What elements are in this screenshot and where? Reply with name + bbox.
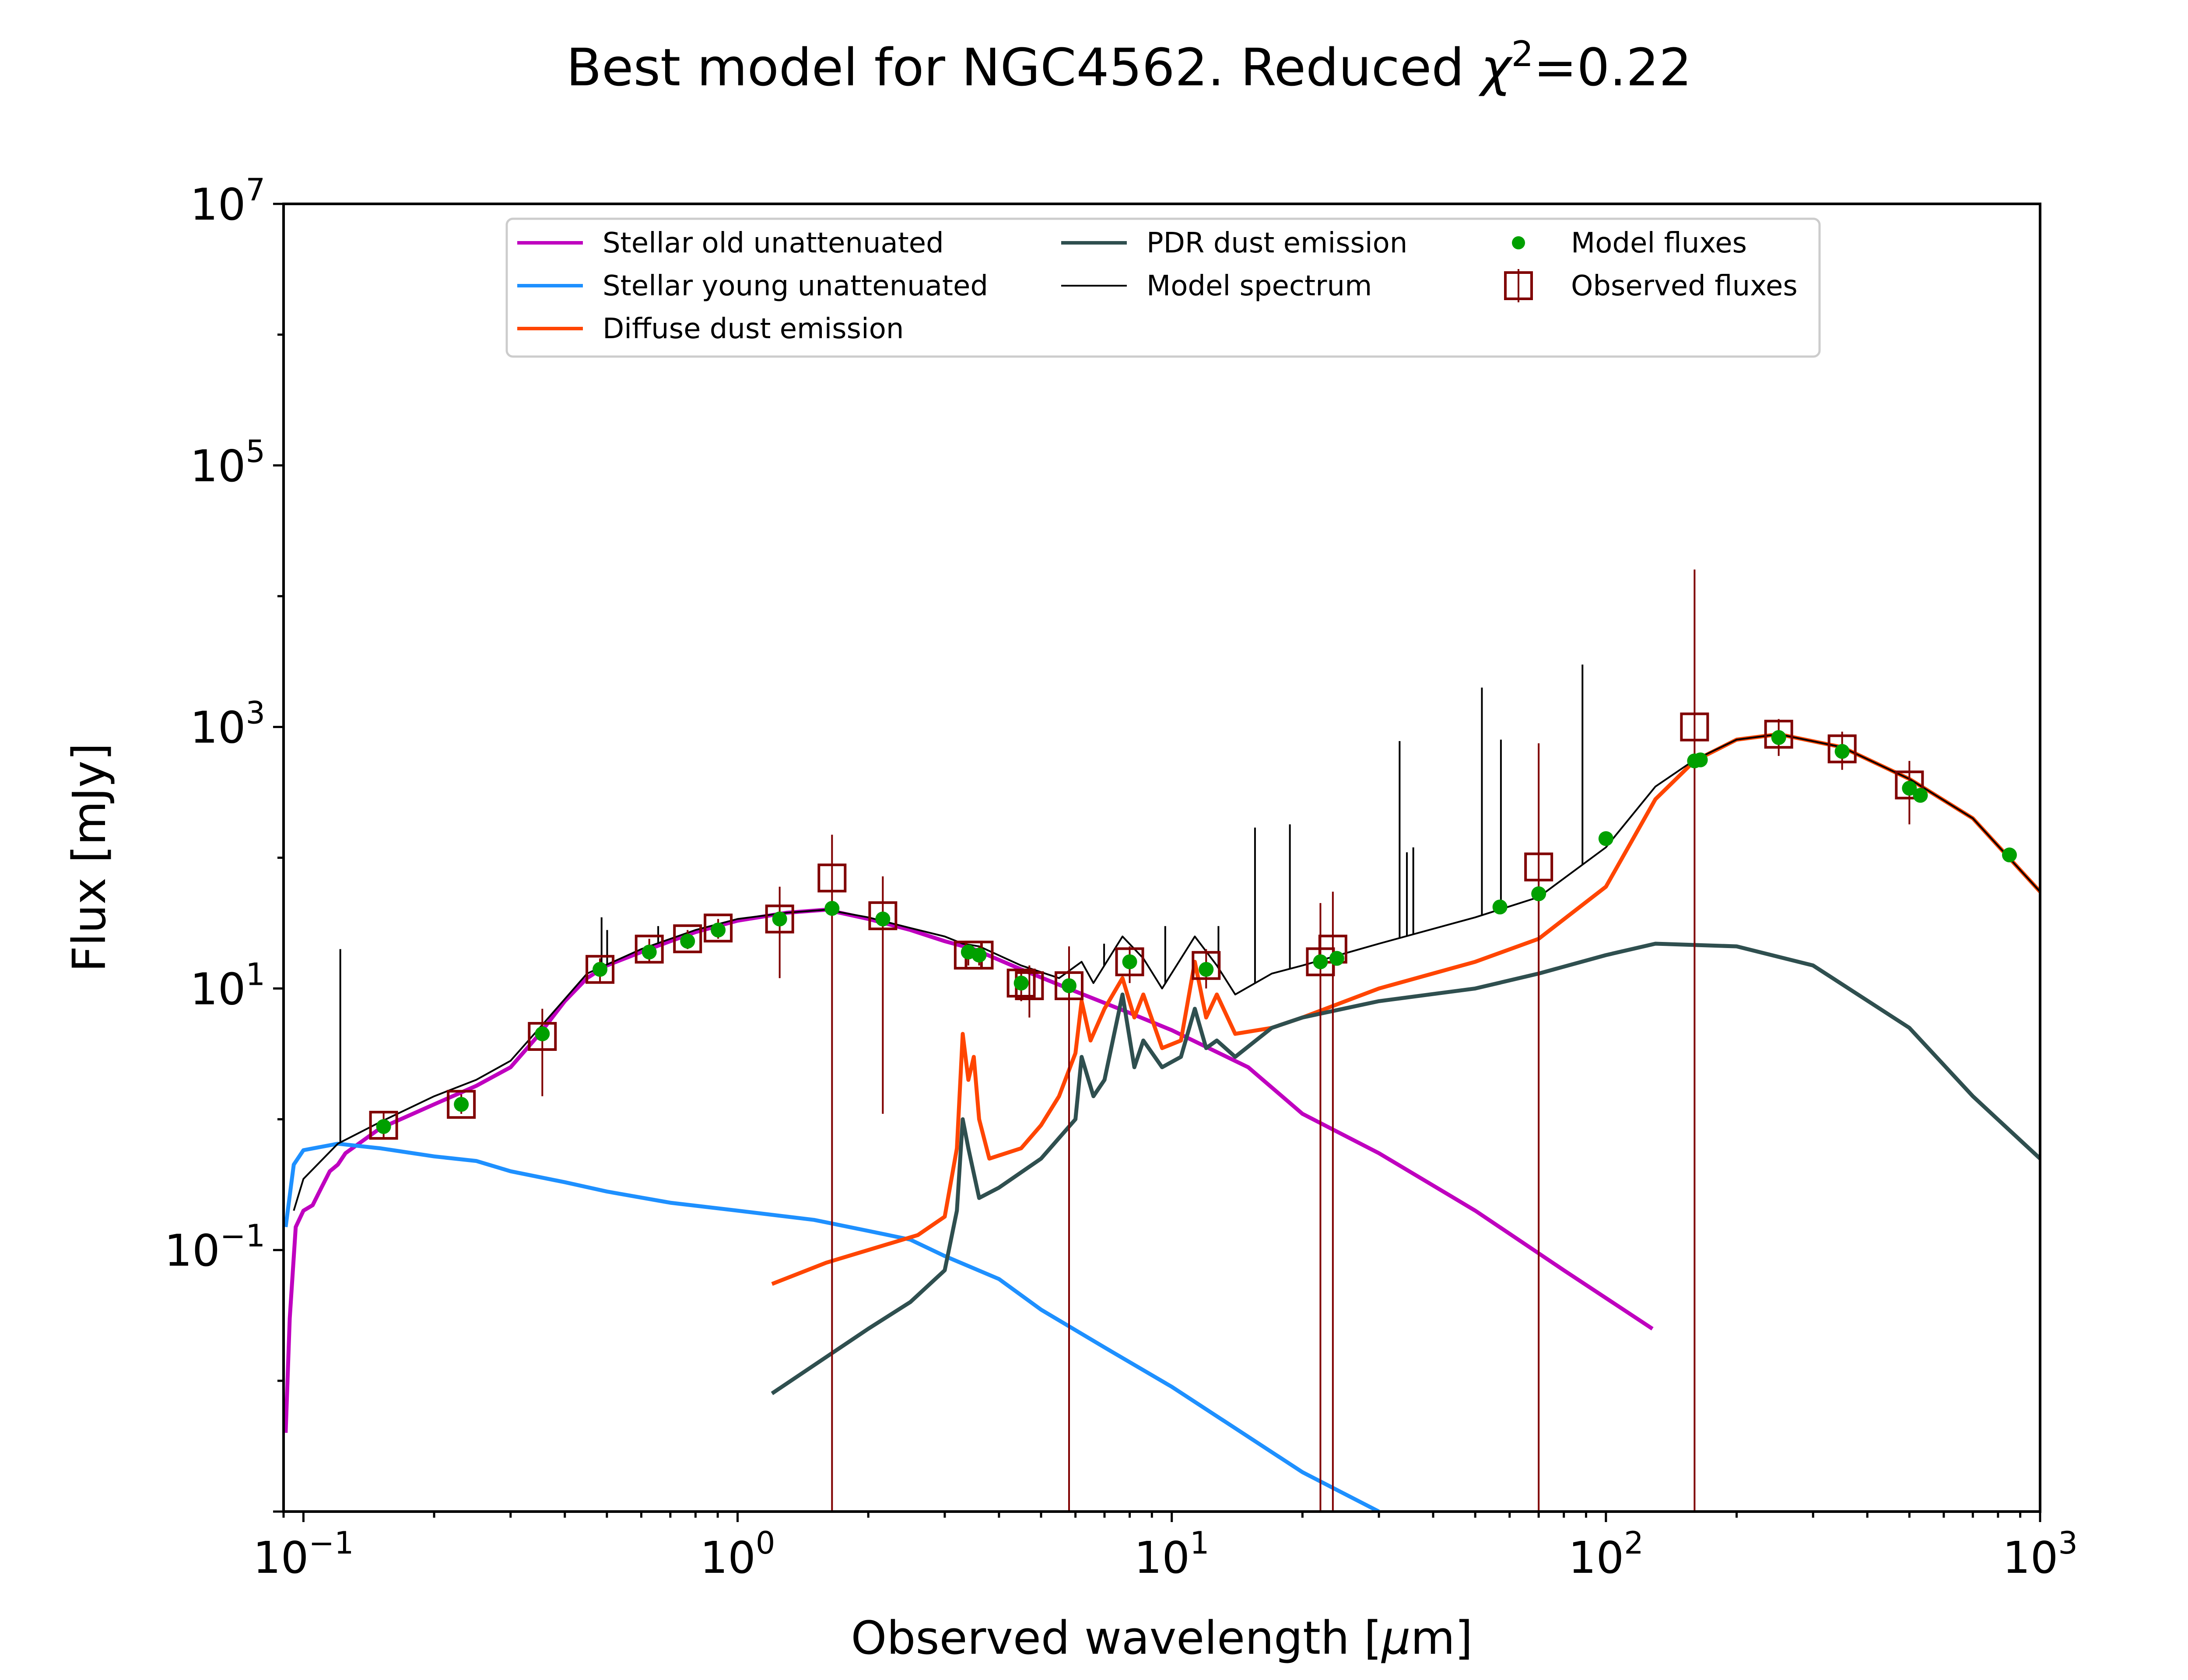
model-flux-marker bbox=[1598, 831, 1613, 846]
model-flux-marker bbox=[1492, 900, 1508, 915]
axis-ticks bbox=[273, 203, 2041, 1522]
model-flux-marker bbox=[971, 948, 987, 963]
model-flux-marker bbox=[2002, 847, 2017, 863]
observed-flux-marker bbox=[1006, 969, 1036, 998]
model-flux-marker bbox=[454, 1097, 469, 1112]
observed-flux-marker bbox=[817, 863, 847, 892]
observed-flux-marker bbox=[1764, 720, 1793, 749]
legend-swatch bbox=[1512, 236, 1525, 249]
legend-label: PDR dust emission bbox=[1147, 227, 1407, 259]
y-tick-label: 103 bbox=[190, 695, 265, 753]
observed-flux-marker bbox=[868, 901, 898, 931]
series-diffuse-dust-emission bbox=[771, 732, 2040, 1286]
model-flux-marker bbox=[772, 911, 787, 927]
model-flux-marker bbox=[1329, 951, 1344, 966]
observed-flux-marker bbox=[1895, 770, 1924, 800]
tick-labels: 10−1 100 101 102 103 10−1 101 103 105 107 bbox=[165, 172, 2078, 1583]
model-flux-marker bbox=[1061, 978, 1076, 994]
legend-label: Diffuse dust emission bbox=[603, 313, 904, 345]
x-axis-label: Observed wavelength [μm] bbox=[851, 1611, 1473, 1665]
legend-item-observed-fluxes: Observed fluxes bbox=[1504, 269, 1798, 302]
legend-label: Model spectrum bbox=[1147, 270, 1372, 302]
model-flux-marker bbox=[1771, 730, 1786, 745]
y-tick-label: 101 bbox=[190, 956, 265, 1015]
y-tick-label: 10−1 bbox=[165, 1218, 265, 1276]
observed-flux-marker bbox=[369, 1110, 398, 1140]
model-flux-marker bbox=[1013, 976, 1029, 991]
model-flux-marker bbox=[1902, 780, 1917, 796]
x-tick-label: 101 bbox=[1134, 1525, 1210, 1583]
legend-item-pdr-dust-emission: PDR dust emission bbox=[1061, 227, 1407, 259]
model-flux-marker bbox=[711, 922, 726, 938]
model-flux-marker bbox=[680, 934, 695, 949]
series-stellar-young-unattenuated bbox=[284, 1141, 1380, 1512]
legend: Stellar old unattenuated Stellar young un… bbox=[505, 217, 1821, 358]
legend-item-stellar-young-unattenuated: Stellar young unattenuated bbox=[517, 270, 988, 302]
observed-flux-marker bbox=[447, 1090, 476, 1119]
y-tick-label: 107 bbox=[190, 172, 265, 230]
observed-flux-marker bbox=[1827, 734, 1857, 763]
observed-flux-marker bbox=[1680, 712, 1709, 742]
legend-label: Stellar old unattenuated bbox=[603, 227, 944, 259]
model-flux-marker bbox=[824, 901, 840, 916]
y-tick-label: 105 bbox=[190, 434, 265, 492]
model-flux-marker bbox=[593, 962, 608, 977]
observed-flux-marker bbox=[673, 924, 702, 953]
legend-frame bbox=[505, 217, 1821, 358]
legend-label: Model fluxes bbox=[1571, 227, 1747, 259]
model-flux-marker bbox=[1122, 954, 1137, 970]
legend-item-stellar-old-unattenuated: Stellar old unattenuated bbox=[517, 227, 944, 259]
legend-item-model-spectrum: Model spectrum bbox=[1061, 270, 1372, 302]
observed-flux-marker bbox=[1054, 971, 1083, 1001]
model-flux-marker bbox=[1531, 886, 1546, 901]
model-flux-marker bbox=[376, 1119, 391, 1134]
observed-flux-marker bbox=[765, 904, 794, 934]
model-flux-marker bbox=[875, 911, 891, 927]
model-flux-marker bbox=[1913, 788, 1928, 803]
marker-layer bbox=[369, 712, 2017, 1140]
y-axis-label: Flux [mJy] bbox=[63, 743, 116, 972]
x-tick-label: 102 bbox=[1568, 1525, 1644, 1583]
x-tick-label: 103 bbox=[2002, 1525, 2078, 1583]
observed-flux-marker bbox=[1115, 947, 1144, 976]
observed-flux-marker bbox=[1524, 852, 1553, 882]
chart-title: Best model for NGC4562. Reduced χ2=0.22 bbox=[566, 34, 1692, 98]
observed-flux-marker bbox=[704, 914, 733, 943]
legend-item-diffuse-dust-emission: Diffuse dust emission bbox=[517, 313, 904, 345]
observed-flux-marker bbox=[528, 1022, 557, 1051]
observed-flux-marker bbox=[1192, 951, 1221, 980]
x-tick-label: 100 bbox=[700, 1525, 775, 1583]
errorbar-layer bbox=[382, 569, 1911, 1512]
model-flux-marker bbox=[1834, 744, 1850, 759]
series-pdr-dust-emission bbox=[771, 942, 2040, 1395]
observed-flux-marker bbox=[635, 934, 664, 964]
model-flux-marker bbox=[1199, 962, 1214, 977]
model-flux-marker bbox=[535, 1026, 550, 1042]
model-flux-marker bbox=[1693, 752, 1708, 767]
model-flux-marker bbox=[1313, 954, 1328, 970]
legend-item-model-fluxes: Model fluxes bbox=[1512, 227, 1747, 259]
model-flux-marker bbox=[642, 945, 657, 960]
legend-label: Observed fluxes bbox=[1571, 270, 1798, 302]
plot-frame bbox=[282, 203, 2041, 1513]
series-stellar-old-unattenuated bbox=[284, 907, 1654, 1433]
x-tick-label: 10−1 bbox=[253, 1525, 354, 1583]
observed-flux-marker bbox=[586, 955, 615, 984]
legend-label: Stellar young unattenuated bbox=[603, 270, 988, 302]
